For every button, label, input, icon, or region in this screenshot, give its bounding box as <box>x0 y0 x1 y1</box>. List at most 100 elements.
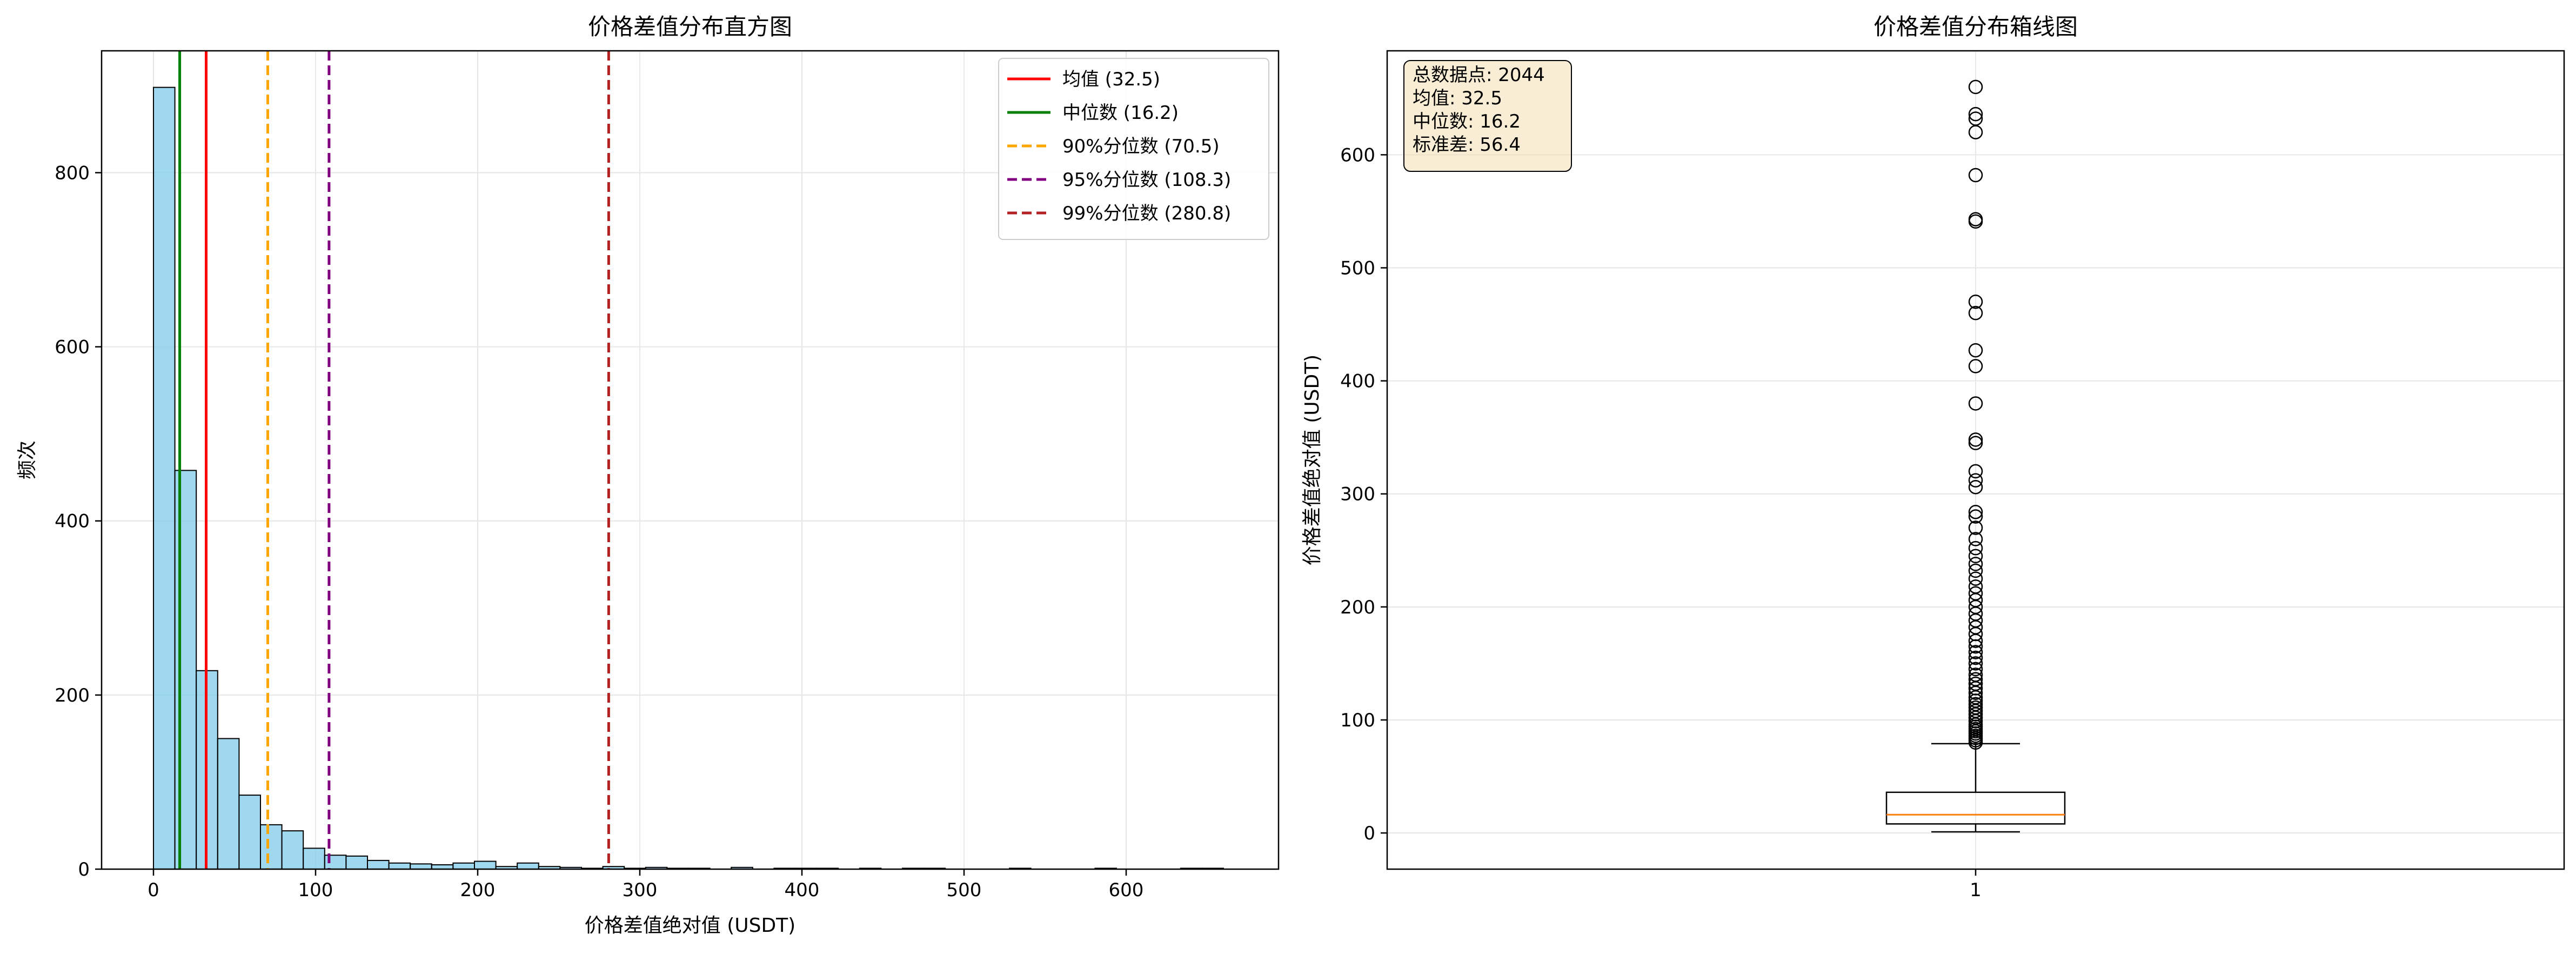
stats-mean: 均值: 32.5 <box>1413 88 1502 109</box>
histogram-bar <box>217 738 240 870</box>
histogram-legend: 均值 (32.5) 中位数 (16.2) 90%分位数 (70.5) 95%分位数 (… <box>998 58 1269 240</box>
outlier-point <box>1968 212 1983 226</box>
outlier-point <box>1968 557 1983 571</box>
outlier-point <box>1968 662 1983 677</box>
histogram-x-ticks: 0 100 200 300 400 500 600 <box>148 869 1143 901</box>
outlier-point <box>1968 305 1983 321</box>
interquartile-box <box>1885 791 2066 825</box>
stats-std: 标准差: 56.4 <box>1413 134 1521 156</box>
legend-label: 90%分位数 (70.5) <box>1062 136 1220 157</box>
histogram-bar <box>345 855 369 870</box>
outlier-point <box>1968 668 1983 682</box>
stats-box: 总数据点: 2044 均值: 32.5 中位数: 16.2 标准差: 56.4 <box>1403 60 1572 172</box>
y-tick-label: 0 <box>1363 823 1375 844</box>
histogram-bar <box>238 795 261 870</box>
outlier-point <box>1968 571 1983 586</box>
x-tick-label: 600 <box>1109 879 1144 901</box>
x-tick-label: 100 <box>298 879 333 901</box>
outlier-point <box>1968 504 1983 519</box>
histogram-reference-lines <box>178 51 610 869</box>
outlier-point <box>1968 79 1983 95</box>
histogram-panel: 0 100 200 300 400 500 600 0 200 400 600 800 价格差值分布… <box>16 14 1280 937</box>
y-tick-label: 0 <box>78 859 90 880</box>
legend-label: 99%分位数 (280.8) <box>1062 203 1231 224</box>
histogram-bar <box>367 859 390 870</box>
histogram-bar <box>410 863 432 870</box>
histogram-bar <box>281 830 304 870</box>
y-tick-label: 400 <box>1340 371 1375 392</box>
outlier-point <box>1968 549 1983 563</box>
y-tick-label: 400 <box>55 511 90 532</box>
y-tick-label: 300 <box>1340 484 1375 505</box>
outlier-point <box>1968 563 1983 578</box>
outlier-point <box>1968 106 1983 122</box>
outlier-point <box>1968 396 1983 411</box>
outlier-point <box>1968 509 1983 524</box>
outlier-point <box>1968 650 1983 665</box>
outlier-point <box>1968 479 1983 495</box>
outlier-point <box>1968 473 1983 488</box>
histogram-x-axis-label: 价格差值绝对值 (USDT) <box>585 915 795 937</box>
outlier-point <box>1968 541 1983 556</box>
outlier-point <box>1968 464 1983 479</box>
outlier-point <box>1968 656 1983 671</box>
histogram-bar <box>303 848 325 870</box>
outlier-point <box>1968 359 1983 373</box>
boxplot-x-ticks: 1 <box>1970 869 1982 901</box>
stats-box-background <box>1403 60 1572 172</box>
y-tick-label: 100 <box>1340 710 1375 731</box>
outlier-point <box>1968 672 1983 686</box>
histogram-bar <box>174 470 197 870</box>
outlier-point <box>1968 432 1983 447</box>
histogram-bar <box>388 862 411 870</box>
y-tick-label: 800 <box>55 162 90 184</box>
y-tick-label: 200 <box>55 685 90 706</box>
histogram-bar <box>153 86 176 870</box>
outlier-point <box>1968 436 1983 450</box>
histogram-bar <box>452 862 476 870</box>
outlier-point <box>1968 111 1983 126</box>
histogram-y-ticks: 0 200 400 600 800 <box>55 162 102 880</box>
outlier-point <box>1968 645 1983 659</box>
y-tick-label: 600 <box>1340 144 1375 166</box>
stats-median: 中位数: 16.2 <box>1413 111 1521 132</box>
legend-frame <box>998 58 1269 240</box>
boxplot-y-axis-label: 价格差值绝对值 (USDT) <box>1301 355 1323 565</box>
histogram-y-axis-label: 频次 <box>16 441 38 479</box>
x-tick-label: 0 <box>148 879 159 901</box>
x-tick-label: 1 <box>1970 879 1982 901</box>
x-tick-label: 400 <box>785 879 820 901</box>
y-tick-label: 200 <box>1340 597 1375 618</box>
boxplot-y-ticks: 0 100 200 300 400 500 600 <box>1340 144 1387 844</box>
x-tick-label: 300 <box>623 879 658 901</box>
boxplot-outliers <box>1968 79 1983 750</box>
boxplot-body <box>1885 743 2066 833</box>
y-tick-label: 500 <box>1340 258 1375 279</box>
outlier-point <box>1968 586 1983 601</box>
outlier-point <box>1968 168 1983 183</box>
outlier-point <box>1968 579 1983 594</box>
histogram-bar <box>260 824 283 870</box>
outlier-point <box>1968 521 1983 535</box>
outlier-point <box>1968 700 1983 715</box>
y-tick-label: 600 <box>55 337 90 358</box>
legend-label: 95%分位数 (108.3) <box>1062 169 1231 191</box>
histogram-bar <box>517 862 539 870</box>
histogram-bar <box>474 860 497 870</box>
outlier-point <box>1968 343 1983 358</box>
legend-label: 均值 (32.5) <box>1062 69 1160 90</box>
outlier-point <box>1968 294 1983 309</box>
histogram-title: 价格差值分布直方图 <box>588 14 792 40</box>
x-tick-label: 500 <box>947 879 982 901</box>
outlier-point <box>1968 676 1983 691</box>
boxplot-panel: 1 0 100 200 300 400 500 600 价格差值分布箱线图 价格差值绝对值 … <box>1301 14 2565 901</box>
outlier-point <box>1968 697 1983 711</box>
stats-total: 总数据点: 2044 <box>1413 64 1545 86</box>
outlier-point <box>1968 532 1983 546</box>
histogram-axes-frame <box>101 50 1280 870</box>
x-tick-label: 200 <box>460 879 496 901</box>
boxplot-title: 价格差值分布箱线图 <box>1874 14 2078 40</box>
histogram-bars <box>153 86 1224 870</box>
legend-label: 中位数 (16.2) <box>1062 102 1179 124</box>
